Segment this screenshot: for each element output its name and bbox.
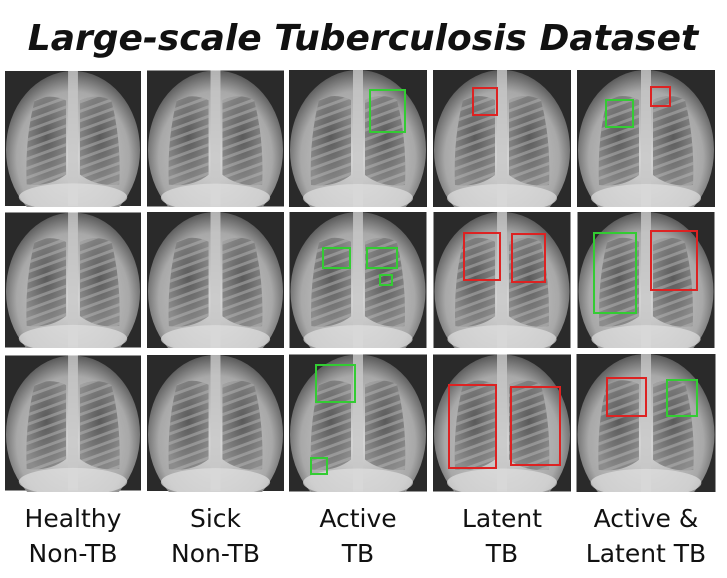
xray-image [5,355,141,492]
bounding-box [593,232,637,314]
xray-image [577,70,715,207]
bounding-box [666,379,698,417]
xray-image [433,70,571,207]
bounding-box [379,274,393,286]
bounding-box [369,89,406,133]
bounding-box [322,247,351,269]
bounding-box [315,364,356,403]
xray-image [289,70,427,207]
xray-image [147,212,284,348]
bounding-box [366,247,398,269]
bounding-box [463,232,501,281]
title: Large-scale Tuberculosis Dataset [28,18,700,59]
xray-image [5,212,141,348]
xray-image [433,212,571,348]
bounding-box [511,233,546,283]
bounding-box [650,86,671,107]
column-label: Sick [190,504,242,533]
column-label: Healthy [25,504,122,533]
image-grid [5,70,716,492]
column-label: Active & [594,504,699,533]
bounding-box [650,230,698,291]
bounding-box [310,457,328,475]
xray-image [5,70,141,207]
bounding-box [606,377,647,417]
bounding-box [448,384,497,469]
column-label: Active [319,504,396,533]
bounding-box [605,99,634,128]
bounding-box [510,386,561,466]
column-label: Non-TB [171,539,260,568]
bounding-box [472,87,498,116]
xray-image [147,354,284,492]
column-label: TB [485,539,518,568]
column-label: TB [341,539,374,568]
column-label: Latent [462,504,542,533]
xray-image [147,70,284,207]
column-label: Non-TB [29,539,118,568]
xray-image [289,212,427,348]
xray-image [433,354,571,492]
column-labels: Healthy Non-TB Sick Non-TB Active TB Latent TB A… [25,504,707,568]
column-label: Latent TB [586,539,706,568]
xray-image [577,212,715,348]
xray-image [289,354,427,492]
